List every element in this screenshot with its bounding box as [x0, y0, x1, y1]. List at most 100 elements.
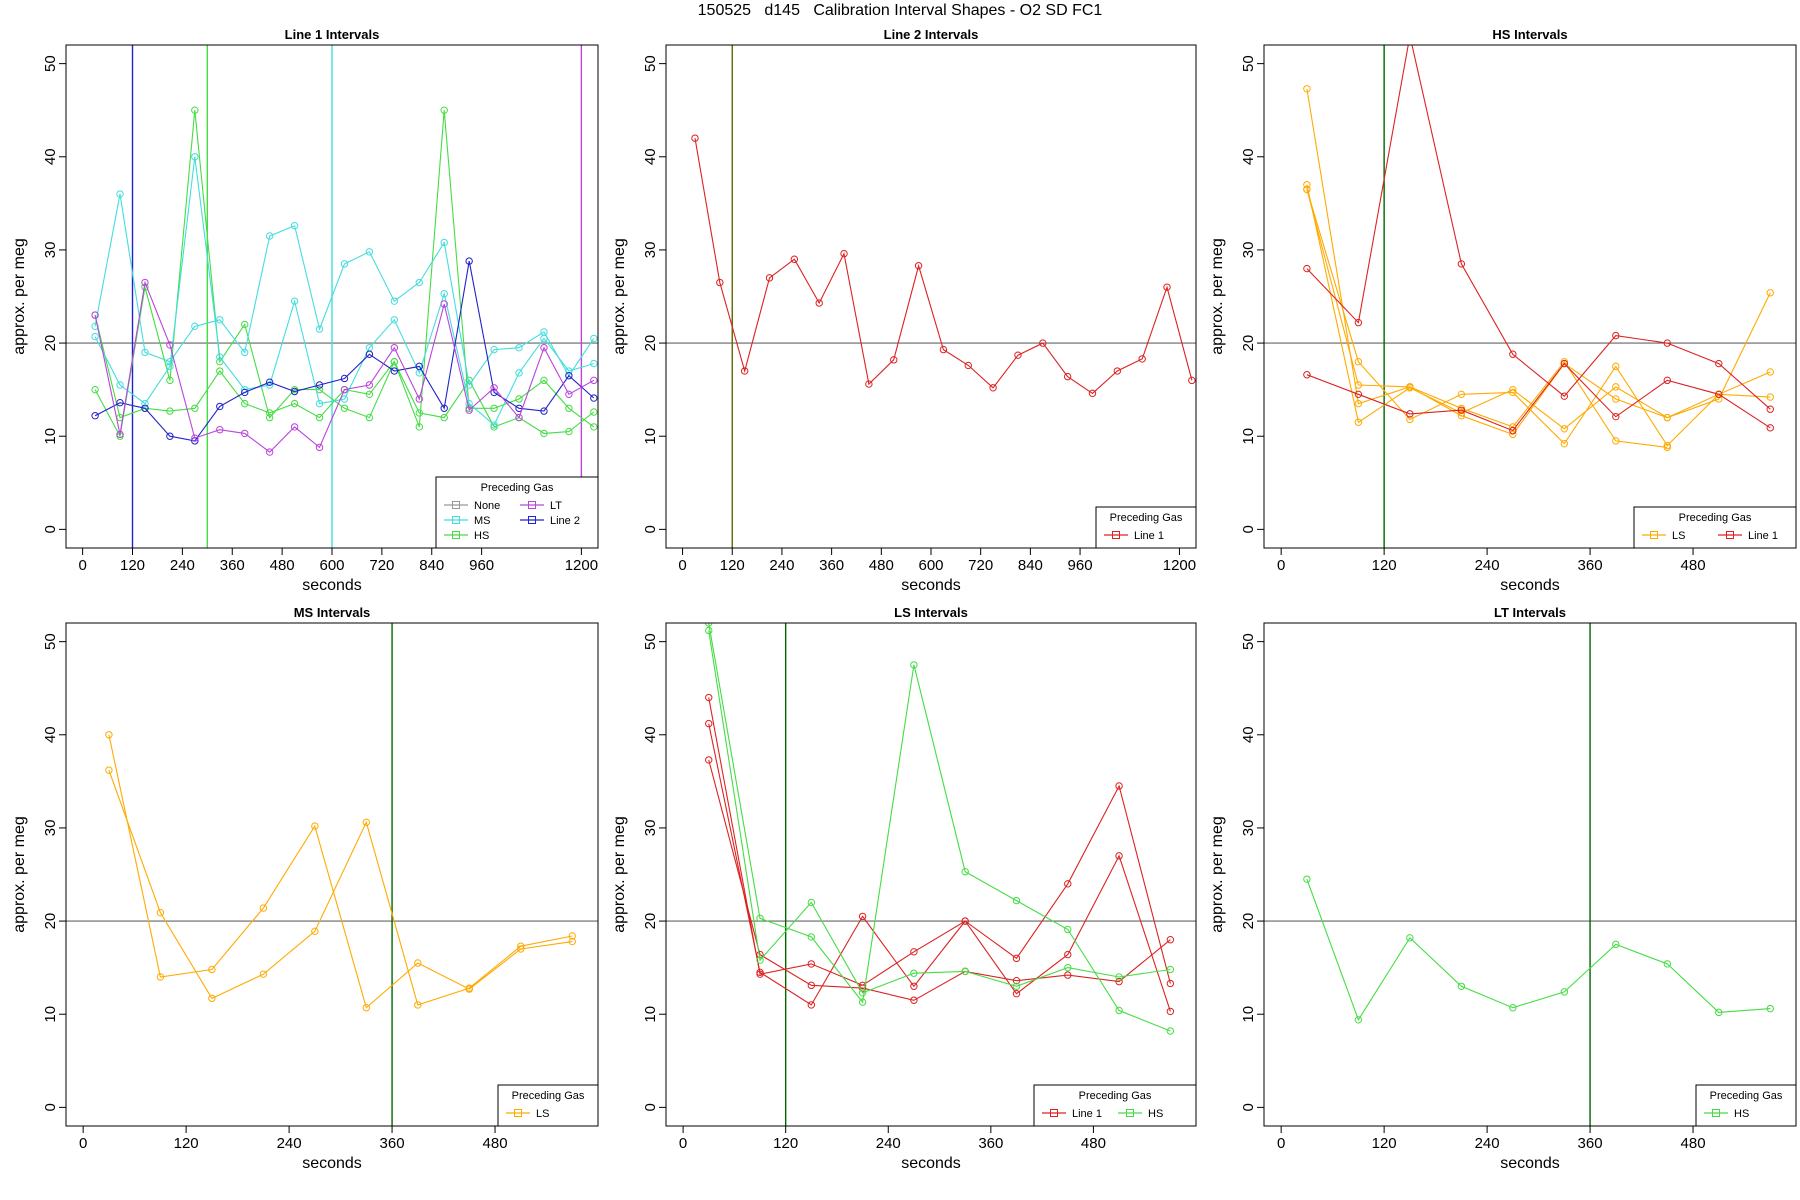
x-tick-label: 360	[380, 1135, 405, 1152]
data-point	[105, 766, 113, 774]
data-point	[440, 238, 448, 247]
data-point	[565, 404, 573, 412]
data-point	[91, 311, 99, 319]
y-axis-label: approx. per meg	[11, 238, 28, 355]
legend: Preceding Gas Line 1	[1095, 506, 1197, 549]
data-point	[265, 378, 274, 386]
legend-swatch-marker	[1112, 531, 1120, 539]
legend-title: Preceding Gas	[1110, 512, 1183, 524]
data-point	[311, 927, 319, 936]
data-point	[756, 968, 764, 977]
data-point	[858, 998, 867, 1006]
series-line	[94, 280, 595, 453]
x-tick-label: 480	[1681, 557, 1706, 574]
chart-panel-4: MS Intervals 0 120 240 360 480 seconds 0 10 20 30 4…	[11, 605, 599, 1172]
data-point	[705, 693, 713, 702]
y-tick-label: 30	[1240, 820, 1257, 837]
legend-swatch-marker	[1726, 531, 1734, 539]
legend-swatch-marker	[452, 516, 460, 524]
x-tick-label: 1200	[1163, 557, 1196, 574]
data-point	[1012, 976, 1021, 985]
series-line	[708, 623, 1171, 1032]
data-point	[858, 989, 867, 997]
data-point	[156, 908, 165, 917]
data-point	[590, 334, 598, 343]
data-point	[315, 325, 324, 333]
y-tick-label: 40	[42, 726, 59, 743]
series-line	[1306, 189, 1668, 448]
plot-area	[1264, 45, 1796, 548]
x-tick-label: 480	[1081, 1135, 1106, 1152]
data-point	[1113, 367, 1122, 375]
legend: Preceding Gas HS	[1695, 1084, 1797, 1127]
chart-panel-5: LS Intervals 0 120 240 360 480 seconds 0 10 20 30 4…	[611, 605, 1197, 1172]
data-point	[840, 249, 848, 258]
data-point	[1064, 963, 1072, 972]
data-point	[540, 334, 548, 343]
legend-title: Preceding Gas	[481, 482, 554, 494]
data-point	[590, 359, 598, 368]
data-point	[390, 297, 399, 305]
data-point	[1509, 388, 1517, 397]
y-tick-label: 30	[42, 242, 59, 259]
data-point	[1612, 940, 1620, 949]
chart-panel-6: LT Intervals 0 120 240 360 480 seconds 0 10 20 30 4…	[1209, 605, 1797, 1172]
legend-swatch-marker	[1712, 1109, 1720, 1117]
x-tick-label: 960	[1068, 557, 1093, 574]
data-point	[716, 278, 724, 287]
data-point	[1663, 443, 1671, 452]
data-point	[340, 385, 349, 394]
data-point	[340, 395, 349, 403]
x-tick-label: 600	[319, 557, 344, 574]
x-tick-label: 240	[277, 1135, 302, 1152]
chart-panel-1: Line 1 Intervals 0 120 240 360 480 600 720 840 96…	[11, 27, 599, 594]
x-tick-label: 360	[1578, 557, 1603, 574]
data-point	[208, 965, 216, 974]
data-point	[1406, 410, 1414, 418]
data-point	[1115, 977, 1123, 986]
y-tick-label: 50	[642, 55, 659, 72]
y-tick-label: 50	[1240, 55, 1257, 72]
data-point	[141, 404, 149, 412]
series-line	[108, 770, 573, 1006]
legend: Preceding Gas Line 1 HS	[1033, 1084, 1197, 1127]
data-point	[216, 426, 224, 434]
data-point	[116, 190, 124, 198]
legend: Preceding Gas None MS HS LT Line 2	[435, 476, 599, 549]
data-point	[1166, 979, 1175, 988]
legend-entry-label: Line 1	[1134, 530, 1164, 542]
series-line	[1306, 189, 1771, 447]
legend-entry-label: HS	[1148, 1108, 1163, 1120]
legend-title: Preceding Gas	[1679, 512, 1752, 524]
x-tick-label: 240	[170, 557, 195, 574]
data-point	[414, 1001, 422, 1009]
legend-entry-label: LS	[1672, 530, 1685, 542]
data-point	[191, 404, 199, 412]
data-point	[91, 322, 99, 331]
data-point	[590, 394, 598, 402]
data-point	[1457, 260, 1466, 268]
data-point	[1303, 264, 1311, 273]
data-point	[166, 432, 174, 440]
data-point	[515, 395, 523, 403]
data-point	[765, 274, 774, 282]
data-point	[691, 134, 699, 142]
data-point	[91, 332, 99, 341]
data-point	[241, 320, 249, 329]
data-point	[465, 404, 473, 412]
data-point	[540, 376, 548, 385]
data-point	[1012, 896, 1021, 905]
data-point	[1088, 389, 1097, 398]
data-point	[590, 408, 598, 416]
legend-swatch-marker	[1126, 1109, 1134, 1117]
data-point	[1766, 289, 1774, 297]
data-point	[191, 322, 199, 331]
y-tick-label: 0	[1240, 1103, 1257, 1111]
plot-area	[666, 623, 1196, 1126]
y-tick-label: 0	[1240, 525, 1257, 533]
data-point	[1188, 376, 1196, 385]
data-point	[1612, 362, 1620, 371]
data-point	[1560, 988, 1569, 996]
y-tick-label: 0	[42, 1103, 59, 1111]
data-point	[1064, 950, 1072, 959]
